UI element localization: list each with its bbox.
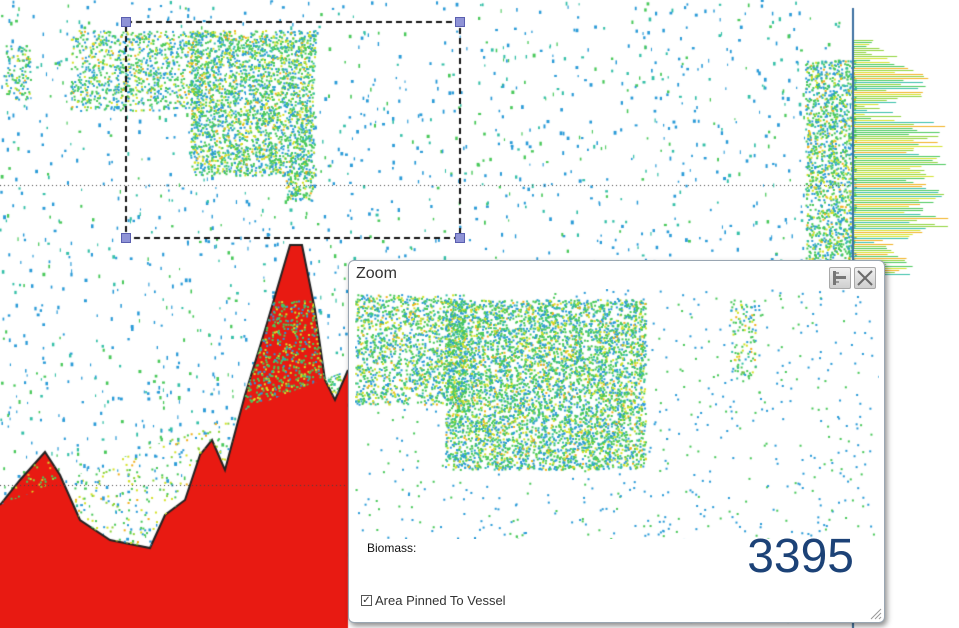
selection-handle-bottom-right[interactable]: [455, 233, 465, 243]
resize-grip-icon[interactable]: [868, 606, 882, 620]
pin-button[interactable]: [829, 267, 851, 289]
checkbox-icon[interactable]: ✓: [361, 595, 372, 606]
area-pinned-label: Area Pinned To Vessel: [375, 593, 506, 608]
biomass-label: Biomass:: [367, 541, 417, 555]
selection-handle-top-right[interactable]: [455, 17, 465, 27]
biomass-value: 3395: [747, 530, 854, 583]
zoom-echogram: [355, 289, 879, 539]
close-button[interactable]: [854, 267, 876, 289]
zoom-window[interactable]: Zoom Biomass: 3395 ✓ Area Pinned To Vess…: [348, 260, 885, 623]
pin-icon: [833, 271, 846, 285]
selection-handle-top-left[interactable]: [121, 17, 131, 27]
close-icon: [857, 270, 873, 286]
area-pinned-checkbox[interactable]: ✓ Area Pinned To Vessel: [361, 593, 506, 608]
zoom-window-title: Zoom: [356, 265, 397, 282]
selection-handle-bottom-left[interactable]: [121, 233, 131, 243]
